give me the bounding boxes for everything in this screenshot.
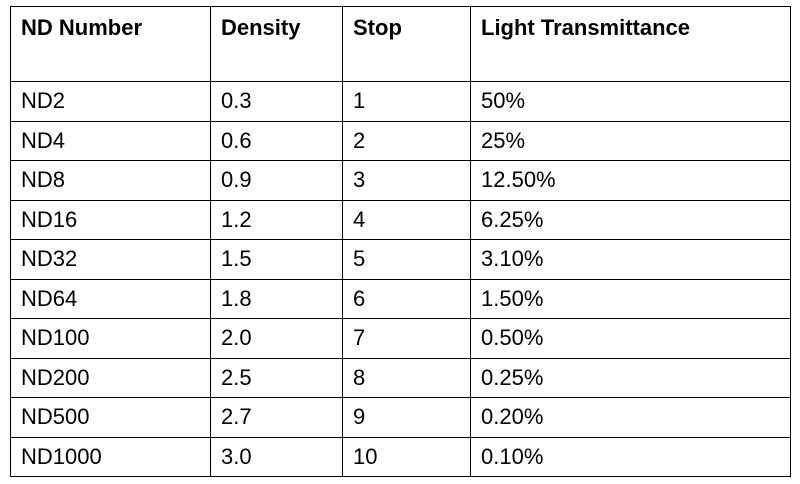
table-row: ND4 0.6 2 25% <box>10 120 791 161</box>
table-cell: 3.0 <box>210 436 343 477</box>
table-cell: ND500 <box>10 397 211 438</box>
table-cell: ND200 <box>10 357 211 398</box>
table-cell: 0.9 <box>210 160 343 201</box>
table-cell: 4 <box>342 199 471 240</box>
table-cell: 2 <box>342 120 471 161</box>
table-cell: 0.50% <box>470 318 791 359</box>
table-cell: 3.10% <box>470 239 791 280</box>
table-row: ND200 2.5 8 0.25% <box>10 357 791 398</box>
table-row: ND100 2.0 7 0.50% <box>10 318 791 359</box>
table-row: ND16 1.2 4 6.25% <box>10 199 791 240</box>
table-cell: 0.20% <box>470 397 791 438</box>
header-cell: Stop <box>342 6 471 82</box>
table-cell: 1.2 <box>210 199 343 240</box>
table-cell: ND32 <box>10 239 211 280</box>
table-cell: 3 <box>342 160 471 201</box>
table-cell: ND2 <box>10 81 211 122</box>
table-cell: 2.7 <box>210 397 343 438</box>
table-row: ND2 0.3 1 50% <box>10 81 791 122</box>
table-cell: 7 <box>342 318 471 359</box>
table-cell: 0.6 <box>210 120 343 161</box>
header-cell: Density <box>210 6 343 82</box>
table-cell: 2.0 <box>210 318 343 359</box>
table-row: ND8 0.9 3 12.50% <box>10 160 791 201</box>
table-cell: 6 <box>342 278 471 319</box>
table-cell: ND16 <box>10 199 211 240</box>
table-cell: 5 <box>342 239 471 280</box>
table-cell: 1 <box>342 81 471 122</box>
table-header: ND Number Density Stop Light Transmittance <box>10 6 791 82</box>
table-cell: 6.25% <box>470 199 791 240</box>
nd-filter-table: ND Number Density Stop Light Transmittance … <box>10 6 791 477</box>
header-cell: ND Number <box>10 6 211 82</box>
table-cell: 1.8 <box>210 278 343 319</box>
table-cell: ND1000 <box>10 436 211 477</box>
table-cell: 0.10% <box>470 436 791 477</box>
table-row: ND64 1.8 6 1.50% <box>10 278 791 319</box>
table-cell: 9 <box>342 397 471 438</box>
header-row: ND Number Density Stop Light Transmittance <box>10 6 791 82</box>
table-cell: 12.50% <box>470 160 791 201</box>
table-cell: ND8 <box>10 160 211 201</box>
table-cell: 1.5 <box>210 239 343 280</box>
table-cell: 1.50% <box>470 278 791 319</box>
table-cell: 0.25% <box>470 357 791 398</box>
table-row: ND32 1.5 5 3.10% <box>10 239 791 280</box>
table-row: ND1000 3.0 10 0.10% <box>10 436 791 477</box>
table-cell: ND64 <box>10 278 211 319</box>
table-cell: 8 <box>342 357 471 398</box>
table-cell: 50% <box>470 81 791 122</box>
table-cell: 2.5 <box>210 357 343 398</box>
table-row: ND500 2.7 9 0.20% <box>10 397 791 438</box>
table-cell: ND100 <box>10 318 211 359</box>
table-cell: ND4 <box>10 120 211 161</box>
table-body: ND2 0.3 1 50% ND4 0.6 2 25% ND8 0.9 3 12.50% ND16 1.2… <box>10 81 791 477</box>
table-cell: 0.3 <box>210 81 343 122</box>
header-cell: Light Transmittance <box>470 6 791 82</box>
table-cell: 25% <box>470 120 791 161</box>
table-cell: 10 <box>342 436 471 477</box>
